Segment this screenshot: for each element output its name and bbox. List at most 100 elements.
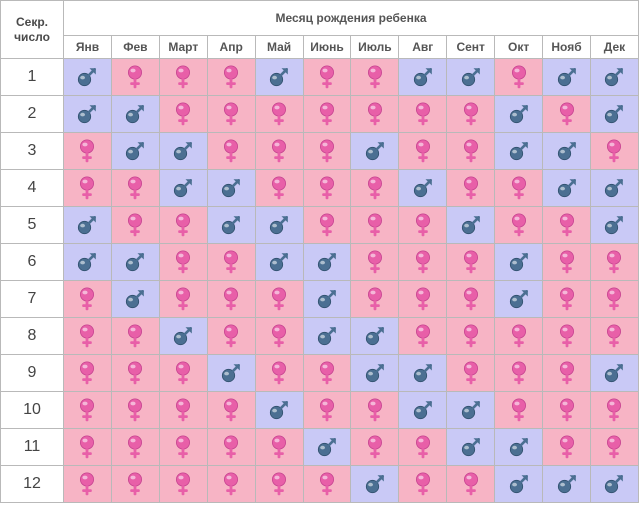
female-symbol-icon bbox=[559, 361, 574, 385]
male-symbol-icon bbox=[365, 327, 384, 346]
female-symbol-icon bbox=[272, 435, 287, 459]
male-symbol-icon bbox=[461, 401, 480, 420]
secret-number-cell: 2 bbox=[0, 95, 64, 133]
female-symbol-icon bbox=[80, 287, 95, 311]
girl-cell bbox=[158, 428, 208, 466]
girl-cell bbox=[589, 280, 639, 318]
girl-cell bbox=[494, 391, 544, 429]
girl-cell bbox=[302, 206, 352, 244]
female-symbol-icon bbox=[607, 398, 622, 422]
table-row: 8 bbox=[0, 317, 639, 355]
girl-cell bbox=[158, 465, 208, 503]
girl-cell bbox=[110, 428, 160, 466]
female-symbol-icon bbox=[319, 65, 334, 89]
boy-cell bbox=[589, 58, 639, 96]
female-symbol-icon bbox=[128, 361, 143, 385]
female-symbol-icon bbox=[559, 435, 574, 459]
male-symbol-icon bbox=[317, 290, 336, 309]
female-symbol-icon bbox=[224, 139, 239, 163]
boy-cell bbox=[589, 354, 639, 392]
girl-cell bbox=[350, 206, 400, 244]
table-row: 5 bbox=[0, 206, 639, 244]
girl-cell bbox=[542, 280, 591, 318]
boy-cell bbox=[494, 95, 544, 133]
girl-cell bbox=[542, 428, 591, 466]
girl-cell bbox=[158, 95, 208, 133]
boy-cell bbox=[110, 280, 160, 318]
table-row: 1 bbox=[0, 58, 639, 96]
girl-cell bbox=[589, 243, 639, 281]
girl-cell bbox=[206, 132, 256, 170]
boy-cell bbox=[398, 391, 448, 429]
male-symbol-icon bbox=[605, 475, 624, 494]
female-symbol-icon bbox=[415, 324, 430, 348]
girl-cell bbox=[398, 280, 448, 318]
girl-cell bbox=[206, 280, 256, 318]
girl-cell bbox=[589, 391, 639, 429]
table-row: 10 bbox=[0, 391, 639, 429]
girl-cell bbox=[63, 465, 112, 503]
girl-cell bbox=[110, 317, 160, 355]
female-symbol-icon bbox=[128, 324, 143, 348]
girl-cell bbox=[206, 58, 256, 96]
girl-cell bbox=[494, 317, 544, 355]
girl-cell bbox=[302, 465, 352, 503]
female-symbol-icon bbox=[367, 435, 382, 459]
male-symbol-icon bbox=[605, 105, 624, 124]
girl-cell bbox=[158, 391, 208, 429]
secret-number-label: Секр. число bbox=[14, 14, 50, 44]
girl-cell bbox=[206, 465, 256, 503]
girl-cell bbox=[398, 465, 448, 503]
boy-cell bbox=[446, 428, 496, 466]
female-symbol-icon bbox=[463, 324, 478, 348]
girl-cell bbox=[302, 391, 352, 429]
female-symbol-icon bbox=[176, 102, 191, 126]
female-symbol-icon bbox=[463, 176, 478, 200]
male-symbol-icon bbox=[461, 216, 480, 235]
girl-cell bbox=[446, 354, 496, 392]
boy-cell bbox=[350, 317, 400, 355]
female-symbol-icon bbox=[176, 213, 191, 237]
female-symbol-icon bbox=[511, 361, 526, 385]
female-symbol-icon bbox=[319, 139, 334, 163]
girl-cell bbox=[206, 317, 256, 355]
girl-cell bbox=[446, 317, 496, 355]
male-symbol-icon bbox=[365, 142, 384, 161]
girl-cell bbox=[542, 354, 591, 392]
girl-cell bbox=[446, 243, 496, 281]
male-symbol-icon bbox=[461, 438, 480, 457]
girl-cell bbox=[350, 280, 400, 318]
male-symbol-icon bbox=[509, 253, 528, 272]
girl-cell bbox=[398, 317, 448, 355]
male-symbol-icon bbox=[174, 327, 193, 346]
secret-number-cell: 8 bbox=[0, 317, 64, 355]
girl-cell bbox=[206, 95, 256, 133]
female-symbol-icon bbox=[224, 102, 239, 126]
female-symbol-icon bbox=[511, 398, 526, 422]
boy-cell bbox=[158, 132, 208, 170]
female-symbol-icon bbox=[367, 176, 382, 200]
girl-cell bbox=[110, 58, 160, 96]
male-symbol-icon bbox=[605, 179, 624, 198]
month-header: Июль bbox=[350, 35, 400, 59]
boy-cell bbox=[206, 169, 256, 207]
male-symbol-icon bbox=[557, 68, 576, 87]
secret-number-cell: 4 bbox=[0, 169, 64, 207]
girl-cell bbox=[63, 428, 112, 466]
boy-cell bbox=[302, 280, 352, 318]
male-symbol-icon bbox=[557, 179, 576, 198]
female-symbol-icon bbox=[224, 398, 239, 422]
boy-cell bbox=[446, 206, 496, 244]
girl-cell bbox=[446, 465, 496, 503]
boy-cell bbox=[494, 243, 544, 281]
female-symbol-icon bbox=[224, 250, 239, 274]
girl-cell bbox=[158, 206, 208, 244]
female-symbol-icon bbox=[607, 324, 622, 348]
boy-cell bbox=[398, 354, 448, 392]
girl-cell bbox=[63, 391, 112, 429]
female-symbol-icon bbox=[319, 102, 334, 126]
girl-cell bbox=[446, 280, 496, 318]
male-symbol-icon bbox=[78, 216, 97, 235]
girl-cell bbox=[398, 428, 448, 466]
female-symbol-icon bbox=[176, 361, 191, 385]
